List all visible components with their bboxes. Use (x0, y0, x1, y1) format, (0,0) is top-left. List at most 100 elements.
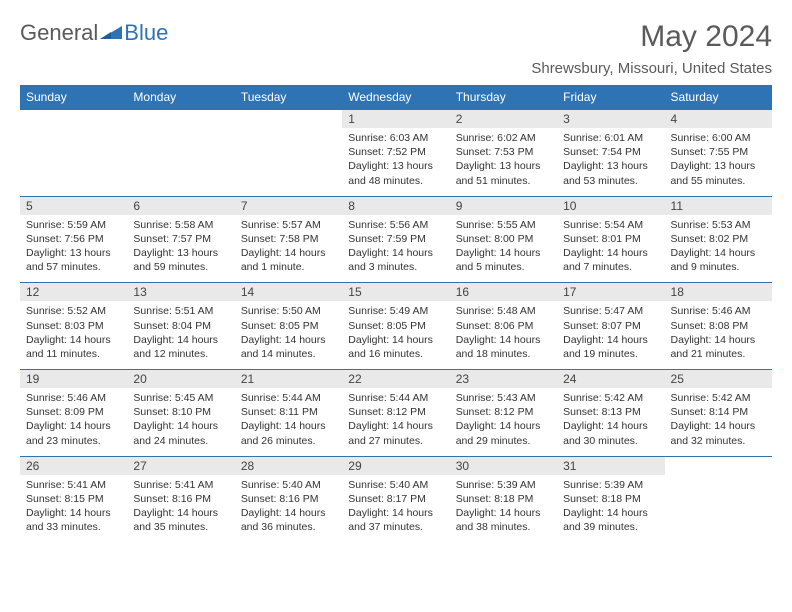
day-detail-cell: Sunrise: 5:46 AMSunset: 8:08 PMDaylight:… (665, 301, 772, 369)
sunset-text: Sunset: 8:10 PM (133, 405, 228, 419)
sunrise-text: Sunrise: 5:42 AM (563, 391, 658, 405)
day-header: Sunday (20, 85, 127, 110)
day-number-cell: 30 (450, 456, 557, 475)
sunset-text: Sunset: 8:06 PM (456, 319, 551, 333)
day-number-cell: 14 (235, 283, 342, 302)
day-detail-cell: Sunrise: 5:49 AMSunset: 8:05 PMDaylight:… (342, 301, 449, 369)
day-header-row: SundayMondayTuesdayWednesdayThursdayFrid… (20, 85, 772, 110)
sunrise-text: Sunrise: 5:50 AM (241, 304, 336, 318)
daylight-text: Daylight: 14 hours and 7 minutes. (563, 246, 658, 274)
day-detail-row: Sunrise: 5:52 AMSunset: 8:03 PM Daylight:… (20, 301, 772, 369)
sunset-text: Sunset: 8:16 PM (241, 492, 336, 506)
daylight-text: Daylight: 14 hours and 23 minutes. (26, 419, 121, 447)
day-detail-row: Sunrise: 6:03 AMSunset: 7:52 PMDaylight:… (20, 128, 772, 196)
day-header: Wednesday (342, 85, 449, 110)
day-number-cell (665, 456, 772, 475)
day-detail-cell: Sunrise: 6:03 AMSunset: 7:52 PMDaylight:… (342, 128, 449, 196)
day-number-cell: 22 (342, 370, 449, 389)
sunrise-text: Sunrise: 5:57 AM (241, 218, 336, 232)
day-detail-cell: Sunrise: 5:50 AMSunset: 8:05 PMDaylight:… (235, 301, 342, 369)
day-header: Monday (127, 85, 234, 110)
day-number-cell: 3 (557, 110, 664, 129)
day-detail-cell: Sunrise: 6:01 AMSunset: 7:54 PMDaylight:… (557, 128, 664, 196)
daylight-text: Daylight: 14 hours and 32 minutes. (671, 419, 766, 447)
day-number-cell: 20 (127, 370, 234, 389)
sunset-text: Sunset: 8:03 PM (26, 319, 121, 333)
daylight-text: Daylight: 14 hours and 38 minutes. (456, 506, 551, 534)
logo: General Blue (20, 20, 168, 46)
day-number-row: 19202122232425 (20, 370, 772, 389)
sunset-text: Sunset: 8:18 PM (563, 492, 658, 506)
day-number-cell: 16 (450, 283, 557, 302)
day-header: Tuesday (235, 85, 342, 110)
day-number-cell: 19 (20, 370, 127, 389)
day-detail-cell: Sunrise: 5:41 AMSunset: 8:16 PMDaylight:… (127, 475, 234, 543)
daylight-text: Daylight: 13 hours and 48 minutes. (348, 159, 443, 187)
sunrise-text: Sunrise: 5:56 AM (348, 218, 443, 232)
sunrise-text: Sunrise: 5:59 AM (26, 218, 121, 232)
sunrise-text: Sunrise: 5:44 AM (348, 391, 443, 405)
sunrise-text: Sunrise: 5:52 AM (26, 304, 121, 318)
day-detail-cell: Sunrise: 5:47 AMSunset: 8:07 PMDaylight:… (557, 301, 664, 369)
day-number-cell: 28 (235, 456, 342, 475)
daylight-text: Daylight: 14 hours and 1 minute. (241, 246, 336, 274)
day-number-cell: 27 (127, 456, 234, 475)
sunset-text: Sunset: 8:15 PM (26, 492, 121, 506)
sunrise-text: Sunrise: 5:44 AM (241, 391, 336, 405)
day-detail-cell: Sunrise: 5:46 AMSunset: 8:09 PMDaylight:… (20, 388, 127, 456)
daylight-text: Daylight: 14 hours and 30 minutes. (563, 419, 658, 447)
sunset-text: Sunset: 8:02 PM (671, 232, 766, 246)
sunset-text: Sunset: 8:05 PM (241, 319, 336, 333)
sunrise-text: Sunrise: 5:45 AM (133, 391, 228, 405)
day-detail-cell: Sunrise: 5:45 AMSunset: 8:10 PMDaylight:… (127, 388, 234, 456)
day-number-cell: 26 (20, 456, 127, 475)
day-detail-cell (20, 128, 127, 196)
day-number-row: 567891011 (20, 196, 772, 215)
sunset-text: Sunset: 8:14 PM (671, 405, 766, 419)
sunrise-text: Sunrise: 5:47 AM (563, 304, 658, 318)
day-detail-cell (127, 128, 234, 196)
day-detail-cell: Sunrise: 5:51 AMSunset: 8:04 PMDaylight:… (127, 301, 234, 369)
day-detail-cell: Sunrise: 5:59 AMSunset: 7:56 PMDaylight:… (20, 215, 127, 283)
sunrise-text: Sunrise: 6:01 AM (563, 131, 658, 145)
sunrise-text: Sunrise: 6:00 AM (671, 131, 766, 145)
sunrise-text: Sunrise: 5:41 AM (26, 478, 121, 492)
day-detail-cell: Sunrise: 6:00 AMSunset: 7:55 PMDaylight:… (665, 128, 772, 196)
location-text: Shrewsbury, Missouri, United States (531, 60, 772, 77)
sunrise-text: Sunrise: 5:48 AM (456, 304, 551, 318)
sunrise-text: Sunrise: 5:42 AM (671, 391, 766, 405)
day-number-cell: 7 (235, 196, 342, 215)
day-detail-cell: Sunrise: 5:53 AMSunset: 8:02 PMDaylight:… (665, 215, 772, 283)
day-detail-cell: Sunrise: 5:55 AMSunset: 8:00 PMDaylight:… (450, 215, 557, 283)
sunrise-text: Sunrise: 5:46 AM (671, 304, 766, 318)
day-detail-cell: Sunrise: 5:39 AMSunset: 8:18 PMDaylight:… (450, 475, 557, 543)
sunset-text: Sunset: 7:52 PM (348, 145, 443, 159)
daylight-text: Daylight: 13 hours and 57 minutes. (26, 246, 121, 274)
day-number-cell (127, 110, 234, 129)
daylight-text: Daylight: 14 hours and 33 minutes. (26, 506, 121, 534)
daylight-text: Daylight: 14 hours and 5 minutes. (456, 246, 551, 274)
day-detail-cell: Sunrise: 5:41 AMSunset: 8:15 PMDaylight:… (20, 475, 127, 543)
day-number-row: 1234 (20, 110, 772, 129)
day-detail-cell: Sunrise: 5:39 AMSunset: 8:18 PMDaylight:… (557, 475, 664, 543)
sunset-text: Sunset: 7:53 PM (456, 145, 551, 159)
sunset-text: Sunset: 8:16 PM (133, 492, 228, 506)
sunrise-text: Sunrise: 5:51 AM (133, 304, 228, 318)
sunrise-text: Sunrise: 5:54 AM (563, 218, 658, 232)
sunrise-text: Sunrise: 5:58 AM (133, 218, 228, 232)
sunrise-text: Sunrise: 6:03 AM (348, 131, 443, 145)
daylight-text: Daylight: 14 hours and 21 minutes. (671, 333, 766, 361)
day-number-cell: 9 (450, 196, 557, 215)
logo-triangle-icon (100, 24, 122, 42)
daylight-text: Daylight: 14 hours and 36 minutes. (241, 506, 336, 534)
sunset-text: Sunset: 7:58 PM (241, 232, 336, 246)
day-number-row: 12131415161718 (20, 283, 772, 302)
logo-text-blue: Blue (124, 20, 168, 46)
page-title: May 2024 (531, 20, 772, 54)
daylight-text: Daylight: 14 hours and 26 minutes. (241, 419, 336, 447)
sunset-text: Sunset: 8:04 PM (133, 319, 228, 333)
sunset-text: Sunset: 8:00 PM (456, 232, 551, 246)
day-detail-cell: Sunrise: 5:40 AMSunset: 8:17 PMDaylight:… (342, 475, 449, 543)
day-header: Saturday (665, 85, 772, 110)
day-number-cell: 31 (557, 456, 664, 475)
